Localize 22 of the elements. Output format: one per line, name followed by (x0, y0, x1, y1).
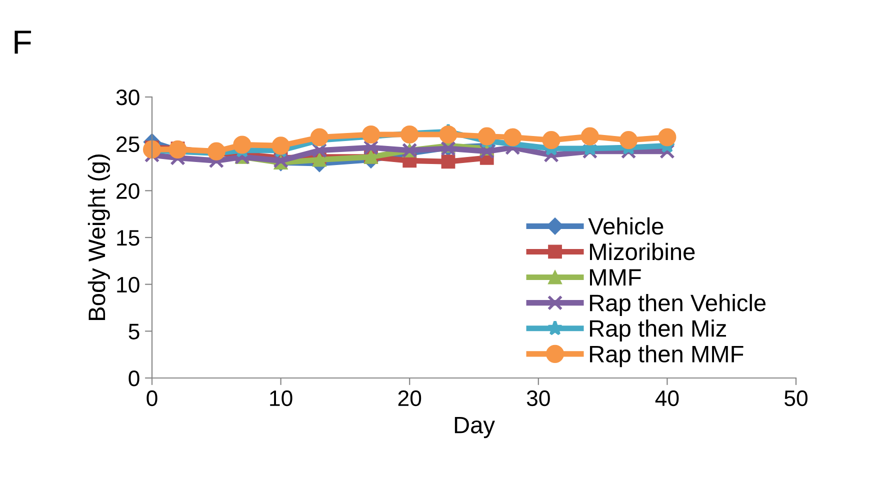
legend-label: MMF (590, 269, 641, 286)
x-tick-label: 0 (146, 390, 158, 406)
y-tick-label: 0 (128, 370, 140, 386)
legend-label: Rap then Vehicle (590, 294, 766, 316)
x-tick-label: 20 (398, 390, 422, 406)
x-axis-title: Day (454, 416, 495, 438)
y-tick-label: 5 (128, 324, 140, 340)
y-tick-label: 30 (116, 90, 140, 106)
x-tick-label: 40 (655, 390, 679, 406)
x-tick-label: 10 (270, 390, 292, 406)
y-tick-label: 10 (117, 276, 140, 293)
chart-title: F (14, 30, 32, 54)
x-tick-label: 30 (526, 390, 550, 406)
legend-label: Vehicle (588, 217, 664, 235)
legend-label: Mizoribine (590, 242, 695, 260)
y-tick-label: 15 (117, 230, 140, 246)
x-tick-label: 50 (784, 390, 808, 406)
legend-label: Rap then MMF (590, 345, 744, 368)
y-tick-label: 25 (116, 136, 140, 152)
y-axis-title: Body Weight (g) (88, 154, 110, 320)
y-tick-label: 20 (116, 183, 140, 199)
legend-label: Rap then Miz (590, 320, 726, 342)
